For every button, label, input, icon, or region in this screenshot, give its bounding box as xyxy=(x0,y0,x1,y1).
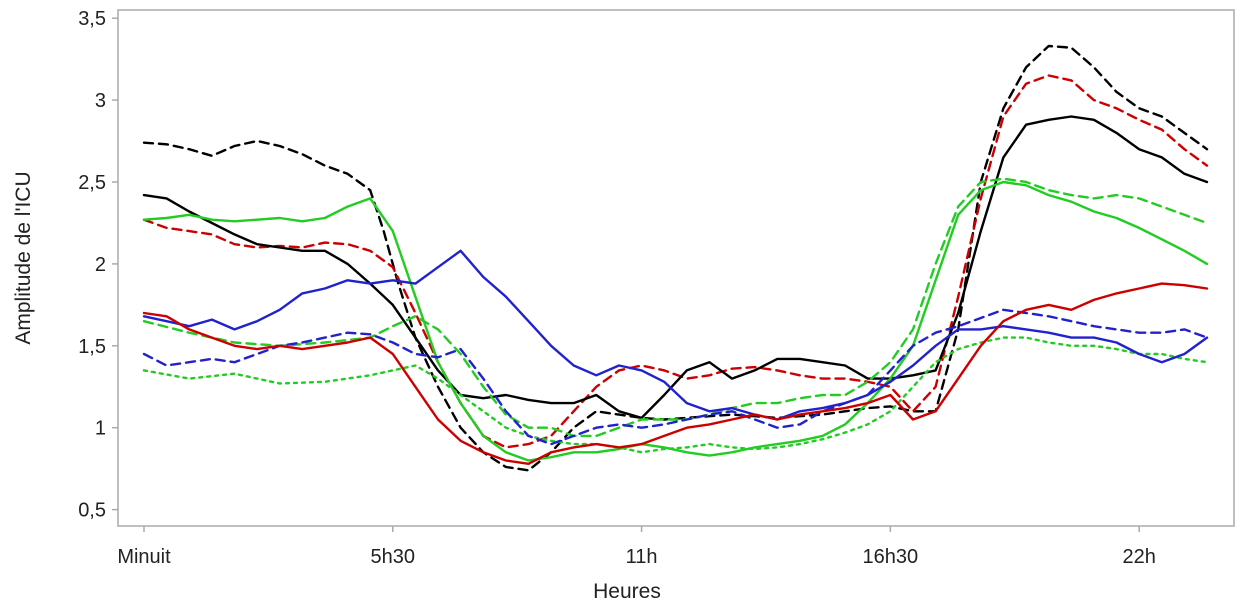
x-axis-title: Heures xyxy=(593,580,661,603)
y-axis-title: Amplitude de l'ICU xyxy=(12,171,35,344)
series-line-7 xyxy=(142,249,1209,421)
series-line-1 xyxy=(142,44,1209,472)
series-line-4 xyxy=(142,180,1209,462)
series-line-6 xyxy=(142,336,1209,454)
x-tick-label: 11h xyxy=(626,546,658,568)
series-line-3 xyxy=(142,115,1209,420)
x-tick-label: 22h xyxy=(1122,546,1155,568)
y-tick-label: 0,5 xyxy=(78,500,106,522)
y-tick-label: 1 xyxy=(95,418,106,440)
y-tick-label: 2 xyxy=(95,254,106,276)
series-line-2 xyxy=(142,74,1209,449)
plot-frame xyxy=(117,9,1235,527)
y-tick-label: 1,5 xyxy=(78,336,106,358)
x-tick-label: 5h30 xyxy=(371,546,416,568)
x-tick-label: Minuit xyxy=(117,546,171,568)
y-tick-label: 2,5 xyxy=(78,172,106,194)
y-tick-label: 3,5 xyxy=(78,8,106,30)
x-axis: Minuit 5h30 11h 16h30 22h xyxy=(117,526,1156,568)
series-line-8 xyxy=(142,308,1209,446)
series-layer xyxy=(142,44,1209,472)
y-tick-label: 3 xyxy=(95,90,106,112)
series-line-9 xyxy=(142,282,1209,465)
x-tick-label: 16h30 xyxy=(863,546,919,568)
y-axis: 0,5 1 1,5 2 2,5 3 3,5 xyxy=(78,8,118,522)
